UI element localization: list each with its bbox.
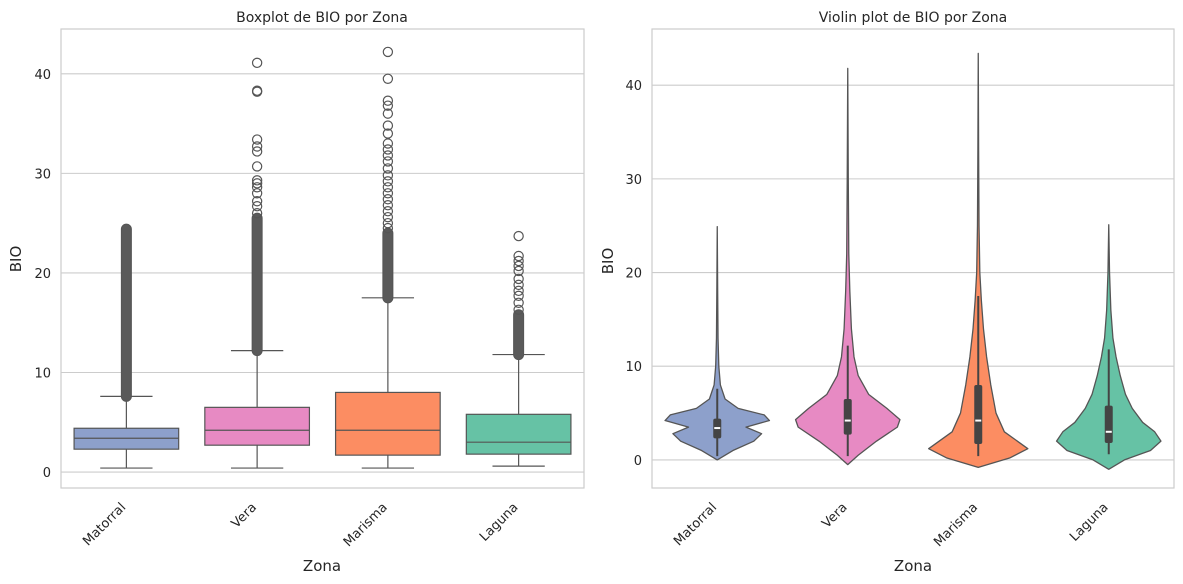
box [465, 413, 572, 455]
outlier-point [382, 73, 394, 84]
outlier-point [382, 194, 394, 205]
violin-marks [664, 52, 1162, 470]
violin-y-tick-label: 10 [625, 360, 642, 375]
outlier-point [251, 175, 263, 186]
outlier-point [382, 46, 394, 58]
outlier-point [382, 138, 394, 149]
outlier-point [382, 108, 394, 119]
outlier-point [251, 188, 263, 199]
boxplot-plot-area [60, 28, 585, 489]
outlier-cluster [513, 309, 525, 361]
outlier-point [382, 206, 394, 217]
outlier-cluster [251, 212, 263, 357]
outlier-point [382, 95, 394, 106]
outlier-point [513, 273, 524, 285]
violin-x-ticks: Matorral Vera Marisma Laguna [671, 500, 1111, 550]
boxplot-y-tick-label: 40 [34, 68, 51, 83]
boxplot-marks [73, 46, 572, 469]
violin-iqr-box [1104, 405, 1113, 444]
outlier-point [251, 57, 263, 69]
outlier-point [382, 217, 394, 229]
outlier-point [382, 182, 394, 193]
violin-panel: 0 10 20 30 40 Matorral Vera Marisma Laguna Viol… [599, 10, 1175, 575]
outlier-point [251, 146, 263, 157]
boxplot-x-ticks: Matorral Vera Marisma Laguna [80, 500, 521, 550]
box [204, 406, 311, 446]
outlier-point [513, 250, 524, 262]
violin-x-tick-label: Matorral [671, 500, 720, 549]
outlier-point [382, 188, 394, 199]
outlier-point [513, 260, 524, 272]
violin-body [794, 67, 901, 466]
outlier-point [251, 134, 263, 145]
outlier-point [382, 163, 394, 174]
outlier-point [251, 178, 263, 189]
outlier-point [251, 207, 263, 219]
outlier-point [382, 222, 394, 234]
violin-gridlines [652, 84, 1174, 461]
violin-x-tick-label: Laguna [1067, 500, 1111, 544]
violin-iqr-box [974, 384, 983, 444]
boxplot-x-tick-label: Marisma [341, 500, 391, 550]
boxplot-y-axis-label: BIO [7, 246, 25, 273]
outlier-point [513, 304, 524, 315]
outlier-point [382, 100, 394, 111]
boxplot-gridlines [61, 73, 584, 473]
outlier-point [382, 211, 394, 223]
outlier-point [382, 144, 394, 155]
violin-x-tick-label: Vera [819, 500, 850, 531]
boxplot-x-axis-label: Zona [303, 557, 341, 575]
outlier-cluster [120, 223, 132, 402]
violin-iqr-box [843, 399, 852, 435]
outlier-point [513, 290, 524, 302]
boxplot-y-tick-label: 20 [34, 267, 51, 282]
violin-y-tick-label: 0 [634, 454, 642, 469]
violin-y-tick-label: 20 [625, 267, 642, 282]
outlier-point [513, 255, 524, 267]
outlier-point [251, 85, 263, 96]
violin-body [664, 226, 771, 461]
outlier-point [513, 230, 524, 242]
outlier-point [382, 150, 394, 161]
violin-x-axis-label: Zona [894, 557, 932, 575]
boxplot-x-tick-label: Matorral [80, 500, 129, 549]
boxplot-x-tick-label: Vera [229, 500, 260, 531]
boxplot-title: Boxplot de BIO por Zona [236, 10, 408, 26]
box [334, 391, 441, 456]
violin-x-tick-label: Marisma [931, 500, 981, 550]
boxplot-y-ticks: 0 10 20 30 40 [34, 68, 51, 481]
outlier-point [513, 297, 524, 309]
outlier-point [382, 200, 394, 211]
outlier-cluster [382, 227, 394, 304]
outlier-point [382, 176, 394, 187]
outlier-point [251, 182, 263, 193]
boxplot-panel: 0 10 20 30 40 Matorral Vera Marisma Laguna Boxp… [7, 10, 585, 575]
outlier-point [382, 120, 394, 131]
violin-title: Violin plot de BIO por Zona [819, 10, 1008, 26]
violin-y-tick-label: 30 [625, 173, 642, 188]
boxplot-y-tick-label: 10 [34, 367, 51, 382]
violin-y-ticks: 0 10 20 30 40 [625, 79, 642, 469]
outlier-point [251, 201, 263, 212]
outlier-point [251, 141, 263, 152]
outlier-point [513, 279, 524, 291]
outlier-point [382, 128, 394, 139]
boxplot-y-tick-label: 30 [34, 167, 51, 182]
violin-body [928, 52, 1029, 469]
violin-y-axis-label: BIO [599, 248, 617, 275]
boxplot-y-tick-label: 0 [43, 466, 51, 481]
outlier-point [382, 156, 394, 167]
outlier-point [513, 285, 524, 297]
boxplot-x-tick-label: Laguna [477, 500, 521, 544]
violin-body [1055, 224, 1162, 470]
outlier-point [251, 196, 263, 207]
violin-y-tick-label: 40 [625, 79, 642, 94]
outlier-point [513, 265, 524, 277]
outlier-point [382, 170, 394, 181]
outlier-point [251, 161, 263, 172]
